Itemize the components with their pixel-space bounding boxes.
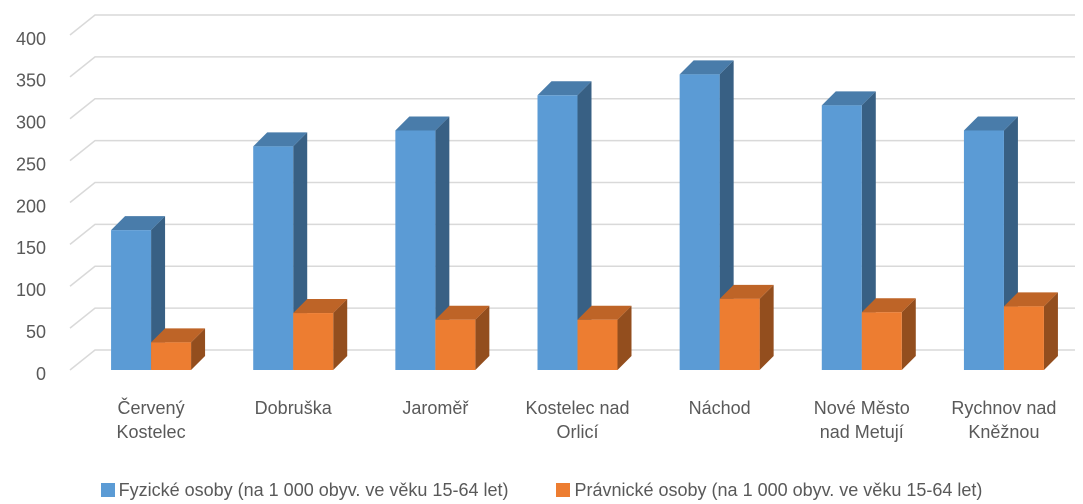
bar-front bbox=[395, 130, 436, 370]
bar-front bbox=[821, 105, 862, 370]
bar-front bbox=[679, 74, 720, 371]
bar-side bbox=[475, 305, 490, 370]
y-tick-label: 200 bbox=[16, 196, 46, 216]
y-tick-label: 400 bbox=[16, 29, 46, 49]
bar bbox=[861, 298, 916, 370]
bar-top bbox=[293, 299, 348, 314]
grid-line bbox=[69, 14, 1075, 36]
bar-top bbox=[963, 116, 1018, 131]
bar-top bbox=[537, 81, 592, 96]
bar-top bbox=[821, 91, 876, 106]
bar-front bbox=[719, 298, 760, 370]
bar-top bbox=[719, 284, 774, 299]
bar-side bbox=[577, 81, 592, 371]
bar-top bbox=[253, 132, 308, 147]
legend-item: Právnické osoby (na 1 000 obyv. ve věku … bbox=[556, 480, 982, 500]
bar bbox=[253, 132, 308, 370]
bar-front bbox=[537, 95, 578, 371]
bar-top bbox=[435, 305, 490, 320]
legend-item: Fyzické osoby (na 1 000 obyv. ve věku 15… bbox=[100, 480, 509, 500]
bar-top bbox=[395, 116, 450, 131]
bar-front bbox=[963, 130, 1004, 370]
bar-side bbox=[759, 284, 774, 370]
bar bbox=[821, 91, 876, 370]
bar bbox=[293, 299, 348, 370]
bar-front bbox=[151, 342, 192, 370]
bar-side bbox=[901, 298, 916, 370]
bar bbox=[679, 60, 734, 371]
grid-line bbox=[69, 56, 1075, 78]
bar-front bbox=[293, 313, 334, 370]
y-tick-label: 250 bbox=[16, 154, 46, 174]
bar-front bbox=[577, 319, 618, 370]
y-tick-label: 0 bbox=[36, 364, 46, 384]
y-tick-label: 150 bbox=[16, 238, 46, 258]
bar-front bbox=[253, 146, 294, 370]
bar-side bbox=[861, 91, 876, 370]
bar-top bbox=[577, 305, 632, 320]
x-tick-label: Rychnov nad Kněžnou bbox=[951, 398, 1057, 442]
bar bbox=[395, 116, 450, 370]
bar bbox=[719, 284, 774, 370]
bar-side bbox=[1043, 292, 1058, 370]
bar bbox=[1003, 292, 1058, 370]
bar-side bbox=[191, 328, 206, 370]
bar-top bbox=[679, 60, 734, 75]
x-tick-label: Kostelec nad Orlicí bbox=[525, 398, 630, 442]
grid-line bbox=[69, 98, 1075, 120]
bar bbox=[111, 216, 166, 370]
y-tick-label: 300 bbox=[16, 113, 46, 133]
bar-side bbox=[333, 299, 348, 370]
y-tick-label: 50 bbox=[26, 322, 46, 342]
y-tick-label: 350 bbox=[16, 71, 46, 91]
grid-line bbox=[69, 265, 1075, 287]
bar-side bbox=[435, 116, 450, 370]
bar-front bbox=[111, 230, 152, 370]
x-tick-label: Náchod bbox=[688, 398, 751, 418]
bar-top bbox=[151, 328, 206, 343]
bar-front bbox=[1003, 306, 1044, 370]
bar-top bbox=[861, 298, 916, 313]
bar bbox=[577, 305, 632, 370]
x-tick-label: Jaroměř bbox=[402, 398, 469, 418]
y-tick-label: 100 bbox=[16, 280, 46, 300]
bar bbox=[537, 81, 592, 371]
legend-swatch bbox=[100, 483, 115, 497]
x-tick-label: Dobruška bbox=[254, 398, 332, 418]
legend-label: Právnické osoby (na 1 000 obyv. ve věku … bbox=[574, 480, 983, 500]
x-tick-label: Červený Kostelec bbox=[116, 398, 186, 442]
legend-label: Fyzické osoby (na 1 000 obyv. ve věku 15… bbox=[118, 480, 509, 500]
grid-line bbox=[69, 139, 1075, 162]
legend: Fyzické osoby (na 1 000 obyv. ve věku 15… bbox=[0, 480, 1083, 501]
x-tick-label: Nové Město nad Metují bbox=[813, 398, 910, 442]
bar-side bbox=[617, 305, 632, 370]
bar-front bbox=[861, 312, 902, 370]
bar bbox=[435, 305, 490, 370]
bar-side bbox=[151, 216, 166, 370]
bar-top bbox=[111, 216, 166, 231]
bar bbox=[151, 328, 206, 370]
grid-line bbox=[69, 223, 1075, 245]
grid-line bbox=[69, 181, 1075, 204]
legend-swatch bbox=[556, 483, 571, 497]
bar-top bbox=[1003, 292, 1058, 307]
plot: 0 50 100 150 200 250 300 350 400 bbox=[16, 14, 1075, 384]
bar-front bbox=[435, 319, 476, 370]
